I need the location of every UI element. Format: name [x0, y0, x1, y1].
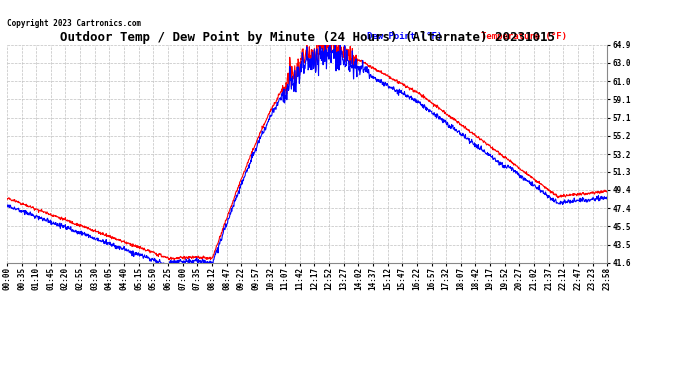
Title: Outdoor Temp / Dew Point by Minute (24 Hours) (Alternate) 20231015: Outdoor Temp / Dew Point by Minute (24 H… [59, 31, 555, 44]
Text: Copyright 2023 Cartronics.com: Copyright 2023 Cartronics.com [7, 19, 141, 28]
Text: Dew Point (°F): Dew Point (°F) [367, 32, 442, 41]
Text: Temperature (°F): Temperature (°F) [481, 32, 567, 41]
